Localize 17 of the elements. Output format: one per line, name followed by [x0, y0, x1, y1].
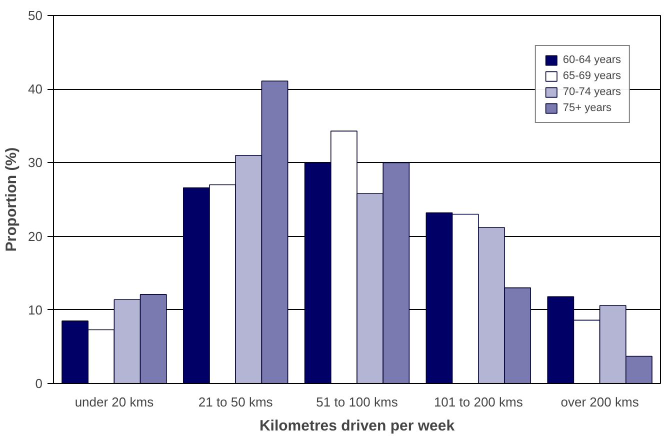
- y-tick-label: 20: [28, 228, 43, 244]
- y-tick-label: 10: [28, 302, 43, 318]
- x-axis-title: Kilometres driven per week: [259, 418, 456, 434]
- y-tick-label: 50: [28, 8, 43, 23]
- legend-label: 65-69 years: [562, 70, 621, 82]
- x-tick-label: 21 to 50 kms: [198, 394, 274, 410]
- x-tick-label: 101 to 200 kms: [434, 394, 524, 410]
- y-axis-title: Proportion (%): [3, 147, 20, 252]
- y-tick-label: 0: [35, 376, 43, 391]
- x-tick-label: over 200 kms: [560, 394, 640, 410]
- legend-label: 70-74 years: [562, 86, 621, 98]
- legend-label: 60-64 years: [562, 54, 621, 66]
- legend-label: 75+ years: [562, 102, 612, 114]
- y-tick-label: 30: [28, 155, 43, 170]
- x-tick-label: 51 to 100 kms: [316, 394, 398, 410]
- x-tick-label: under 20 kms: [74, 394, 154, 410]
- y-tick-label: 40: [28, 82, 43, 97]
